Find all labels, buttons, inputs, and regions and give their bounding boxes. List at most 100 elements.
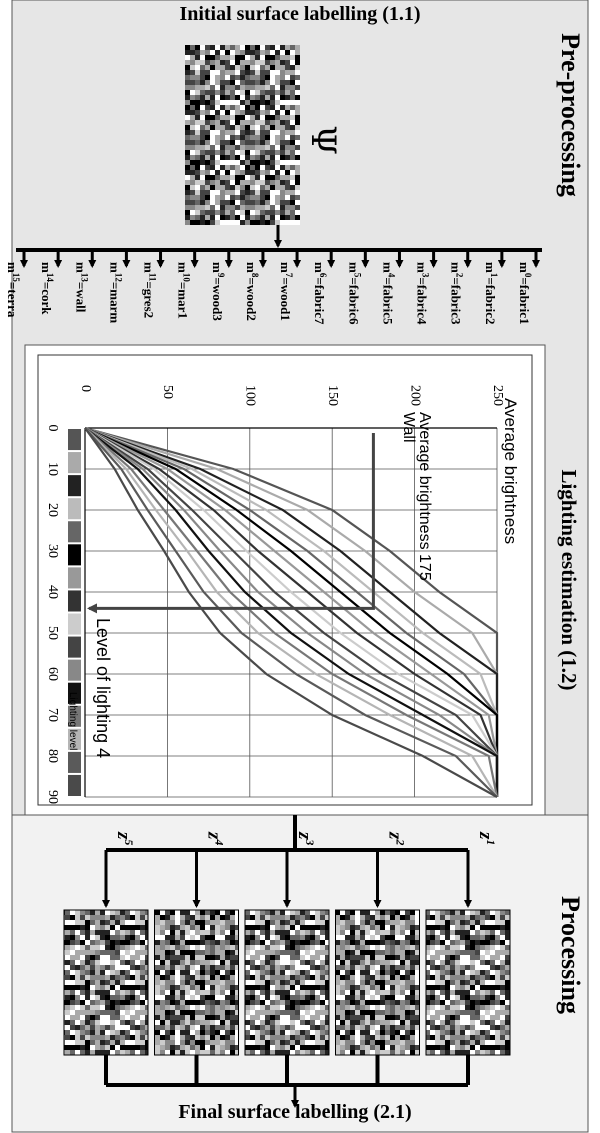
y-tick-label: 150 [325, 385, 340, 406]
output-index: 3 [303, 838, 317, 845]
section-title: Processing [556, 896, 585, 1014]
material-name: =fabric3 [449, 277, 464, 325]
material-symbol: m [380, 262, 395, 273]
x-tick-label: 50 [45, 626, 60, 640]
section-title: Lighting estimation (1.2) [557, 469, 581, 690]
output-image [426, 910, 510, 1055]
material-symbol: m [5, 262, 20, 273]
material-name: =fabric5 [380, 277, 395, 325]
y-tick-label: 200 [407, 385, 422, 406]
material-name: =mar1 [176, 282, 191, 319]
output-index: 1 [484, 839, 498, 845]
annotation: Wall [400, 412, 417, 443]
material-symbol: m [73, 262, 88, 273]
legend-swatch [68, 498, 81, 519]
x-tick-label: 30 [45, 544, 60, 558]
material-name: =fabric6 [346, 277, 361, 325]
material-symbol: m [244, 262, 259, 273]
material-label: m1=fabric2 [483, 262, 499, 324]
material-label: m6=fabric7 [312, 262, 328, 325]
legend-swatch [68, 475, 81, 496]
x-tick-label: 90 [45, 790, 60, 804]
legend-swatch [68, 521, 81, 542]
output-title: Final surface labelling (2.1) [178, 1101, 411, 1123]
material-symbol: m [107, 262, 122, 273]
output-index: 4 [213, 838, 227, 845]
material-symbol: m [278, 262, 293, 273]
section-title: Pre-processing [556, 33, 585, 197]
legend-swatch [68, 544, 81, 565]
material-symbol: m [449, 262, 464, 273]
material-symbol: m [210, 262, 225, 273]
material-name: =wood3 [210, 277, 225, 321]
input-image [185, 45, 300, 225]
material-name: =cork [39, 282, 54, 315]
output-index: 2 [394, 838, 408, 845]
material-symbol: m [312, 262, 327, 273]
legend-swatch [68, 660, 81, 681]
material-label: m8=wood2 [244, 262, 260, 321]
x-tick-label: 10 [45, 462, 60, 476]
material-label: m7=wood1 [278, 262, 294, 321]
material-symbol: m [483, 262, 498, 273]
output-image [64, 910, 148, 1055]
legend-swatch [68, 752, 81, 773]
material-label: m14=cork [39, 262, 55, 315]
annotation: Level of lighting 4 [93, 618, 113, 758]
material-symbol: m [176, 262, 191, 273]
material-name: =wood2 [244, 277, 259, 321]
material-label: m5=fabric6 [346, 262, 362, 325]
material-label: m2=fabric3 [449, 262, 465, 325]
material-label: m9=wood3 [210, 262, 226, 321]
material-label: m4=fabric5 [380, 262, 396, 325]
rotated-layout: Pre-processing Lighting estimation (1.2)… [5, 0, 588, 1132]
material-name: =wood1 [278, 277, 293, 321]
y-tick-label: 100 [243, 385, 258, 406]
output-image [155, 910, 239, 1055]
material-name: =gres2 [142, 281, 157, 318]
y-axis-label: Average brightness [501, 398, 520, 544]
material-name: =fabric7 [312, 277, 327, 325]
y-tick-label: 0 [78, 385, 93, 392]
material-label: m11=gres2 [142, 262, 158, 318]
x-tick-label: 40 [45, 585, 60, 599]
output-image [245, 910, 329, 1055]
material-label: m10=mar1 [176, 262, 192, 319]
material-name: =terra [5, 282, 20, 318]
material-name: =fabric1 [517, 277, 532, 324]
x-axis-label: Lighting level [67, 692, 78, 750]
material-label: m0=fabric1 [517, 262, 533, 324]
material-symbol: m [415, 262, 430, 273]
legend-swatch [68, 567, 81, 588]
input-title: Initial surface labelling (1.1) [179, 3, 420, 25]
legend-swatch [68, 775, 81, 796]
material-symbol: m [346, 262, 361, 273]
legend-swatch [68, 429, 81, 450]
material-symbol: m [517, 262, 532, 273]
legend-swatch [68, 452, 81, 473]
material-label: m3=fabric4 [415, 262, 431, 325]
output-image [336, 910, 420, 1055]
x-tick-label: 0 [45, 425, 60, 432]
legend-swatch [68, 637, 81, 658]
material-name: =fabric4 [415, 277, 430, 325]
material-symbol: m [39, 262, 54, 273]
psi-symbol: Ψ [303, 125, 343, 155]
material-symbol: m [142, 262, 157, 273]
legend-swatch [68, 590, 81, 611]
material-label: m15=terra [5, 262, 21, 318]
x-tick-label: 80 [45, 749, 60, 763]
legend-swatch [68, 614, 81, 635]
material-name: =marm [107, 282, 122, 324]
material-label: m12=marm [107, 262, 123, 323]
diagram: Pre-processing Lighting estimation (1.2)… [0, 0, 600, 1133]
x-tick-label: 60 [45, 667, 60, 681]
y-tick-label: 50 [160, 385, 175, 399]
material-name: =fabric2 [483, 277, 498, 324]
x-tick-label: 20 [45, 503, 60, 517]
material-label: m13=wall [73, 262, 89, 313]
x-tick-label: 70 [45, 708, 60, 722]
output-index: 5 [122, 839, 136, 845]
annotation: Average brightness 175 [416, 412, 433, 581]
material-name: =wall [73, 282, 88, 313]
